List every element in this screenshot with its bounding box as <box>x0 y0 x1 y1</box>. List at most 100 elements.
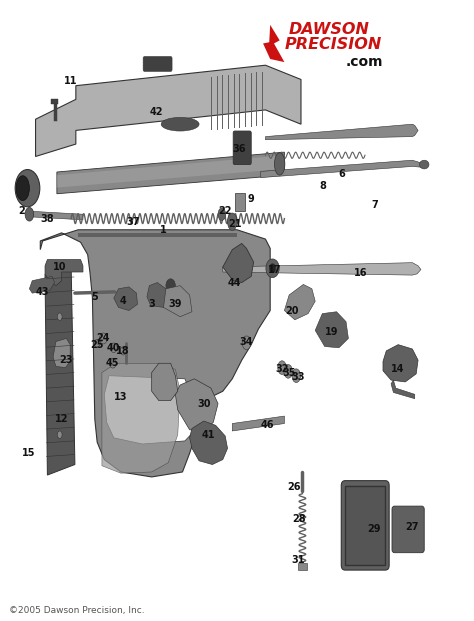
Text: 38: 38 <box>41 214 54 224</box>
Text: 23: 23 <box>60 355 73 365</box>
Text: 27: 27 <box>406 522 419 532</box>
Ellipse shape <box>25 207 34 221</box>
Text: DAWSON: DAWSON <box>288 22 369 37</box>
Text: 43: 43 <box>36 287 49 297</box>
Text: 1: 1 <box>160 225 167 235</box>
Text: 35: 35 <box>283 368 296 378</box>
Polygon shape <box>190 421 228 465</box>
Text: 22: 22 <box>219 206 232 216</box>
Ellipse shape <box>266 259 279 278</box>
Text: 46: 46 <box>261 420 274 430</box>
Polygon shape <box>391 380 415 399</box>
Bar <box>51 99 58 104</box>
Polygon shape <box>45 264 75 475</box>
Polygon shape <box>102 363 180 473</box>
Polygon shape <box>164 286 192 317</box>
Ellipse shape <box>166 279 175 292</box>
Text: 12: 12 <box>55 414 68 424</box>
Polygon shape <box>57 152 284 194</box>
Ellipse shape <box>278 361 286 374</box>
Polygon shape <box>45 260 83 286</box>
Polygon shape <box>315 312 348 348</box>
Polygon shape <box>147 283 168 307</box>
Polygon shape <box>265 124 418 140</box>
Text: 6: 6 <box>338 169 345 179</box>
Text: PRECISION: PRECISION <box>284 37 382 52</box>
Ellipse shape <box>292 369 301 383</box>
Text: 4: 4 <box>120 296 127 306</box>
Text: 45: 45 <box>106 358 119 368</box>
Polygon shape <box>284 284 315 320</box>
Bar <box>345 486 385 565</box>
Text: 25: 25 <box>91 340 104 350</box>
Ellipse shape <box>269 263 276 273</box>
Text: 37: 37 <box>126 217 139 227</box>
Text: 13: 13 <box>114 392 128 402</box>
Text: 11: 11 <box>64 76 78 86</box>
Text: .com: .com <box>346 55 383 69</box>
Text: 30: 30 <box>197 399 210 409</box>
Text: 10: 10 <box>53 262 66 272</box>
FancyBboxPatch shape <box>392 506 424 553</box>
Ellipse shape <box>218 208 226 220</box>
Polygon shape <box>36 65 301 156</box>
Ellipse shape <box>100 333 107 344</box>
Ellipse shape <box>16 176 29 201</box>
Text: 28: 28 <box>292 514 305 524</box>
FancyBboxPatch shape <box>143 57 172 71</box>
Polygon shape <box>78 233 237 237</box>
Polygon shape <box>104 376 197 444</box>
Ellipse shape <box>57 313 62 320</box>
Polygon shape <box>53 338 70 368</box>
Polygon shape <box>383 345 418 382</box>
Text: 41: 41 <box>202 430 215 440</box>
Text: 8: 8 <box>319 181 326 191</box>
Text: 9: 9 <box>248 194 255 204</box>
Text: 40: 40 <box>107 343 120 353</box>
Polygon shape <box>223 263 421 275</box>
Text: 18: 18 <box>117 346 130 356</box>
Text: 2: 2 <box>18 206 25 216</box>
Text: 20: 20 <box>285 306 298 315</box>
Text: 17: 17 <box>268 265 282 275</box>
Text: 29: 29 <box>368 524 381 534</box>
Ellipse shape <box>120 347 126 355</box>
Ellipse shape <box>161 117 199 131</box>
Ellipse shape <box>110 343 117 353</box>
Text: 26: 26 <box>287 483 301 492</box>
Polygon shape <box>232 416 284 431</box>
Polygon shape <box>114 287 137 310</box>
Text: 16: 16 <box>354 268 367 278</box>
Ellipse shape <box>419 160 429 169</box>
Text: 7: 7 <box>371 200 378 210</box>
Polygon shape <box>175 379 218 432</box>
Text: 3: 3 <box>148 299 155 309</box>
FancyBboxPatch shape <box>341 481 389 570</box>
Text: 44: 44 <box>228 278 241 288</box>
Ellipse shape <box>94 339 100 348</box>
Polygon shape <box>28 211 83 220</box>
Ellipse shape <box>242 336 251 350</box>
Polygon shape <box>57 155 284 188</box>
Text: 31: 31 <box>292 555 305 565</box>
Text: ©2005 Dawson Precision, Inc.: ©2005 Dawson Precision, Inc. <box>9 606 144 615</box>
Ellipse shape <box>274 153 285 175</box>
Polygon shape <box>152 363 178 401</box>
Text: 21: 21 <box>228 219 241 229</box>
Ellipse shape <box>284 365 292 378</box>
Bar <box>235 193 245 211</box>
Text: 19: 19 <box>325 327 338 337</box>
FancyBboxPatch shape <box>233 131 251 165</box>
Ellipse shape <box>15 170 40 207</box>
Text: 32: 32 <box>275 365 289 374</box>
Ellipse shape <box>228 213 237 230</box>
Ellipse shape <box>109 358 116 368</box>
Text: 42: 42 <box>150 107 163 117</box>
Text: 36: 36 <box>233 144 246 154</box>
Bar <box>298 563 307 570</box>
Polygon shape <box>223 243 254 283</box>
Text: 14: 14 <box>392 365 405 374</box>
FancyBboxPatch shape <box>345 486 385 565</box>
Text: 33: 33 <box>292 372 305 382</box>
Polygon shape <box>40 230 270 477</box>
